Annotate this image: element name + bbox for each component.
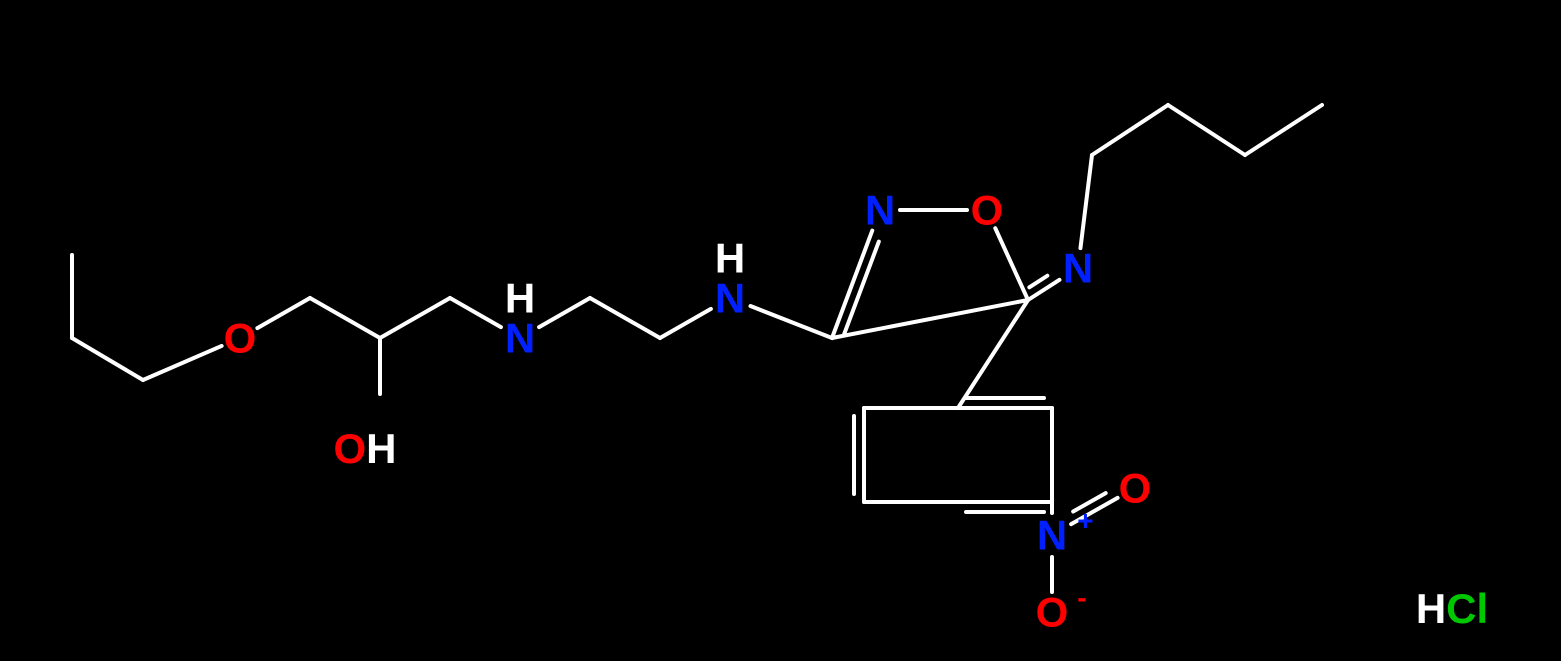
svg-text:N: N: [1063, 245, 1093, 292]
svg-text:HCl: HCl: [1416, 585, 1488, 632]
svg-text:O: O: [1036, 589, 1069, 636]
svg-text:O: O: [971, 187, 1004, 234]
svg-text:-: -: [1077, 582, 1086, 613]
svg-text:OH: OH: [333, 425, 396, 472]
svg-text:O: O: [224, 315, 257, 362]
molecule-diagram: OOHNHNHNONN+OO-HCl: [0, 0, 1561, 661]
svg-text:H: H: [505, 275, 535, 322]
svg-text:+: +: [1077, 505, 1093, 536]
svg-text:N: N: [865, 187, 895, 234]
svg-text:H: H: [715, 235, 745, 282]
svg-text:N: N: [1037, 512, 1067, 559]
svg-text:O: O: [1119, 465, 1152, 512]
